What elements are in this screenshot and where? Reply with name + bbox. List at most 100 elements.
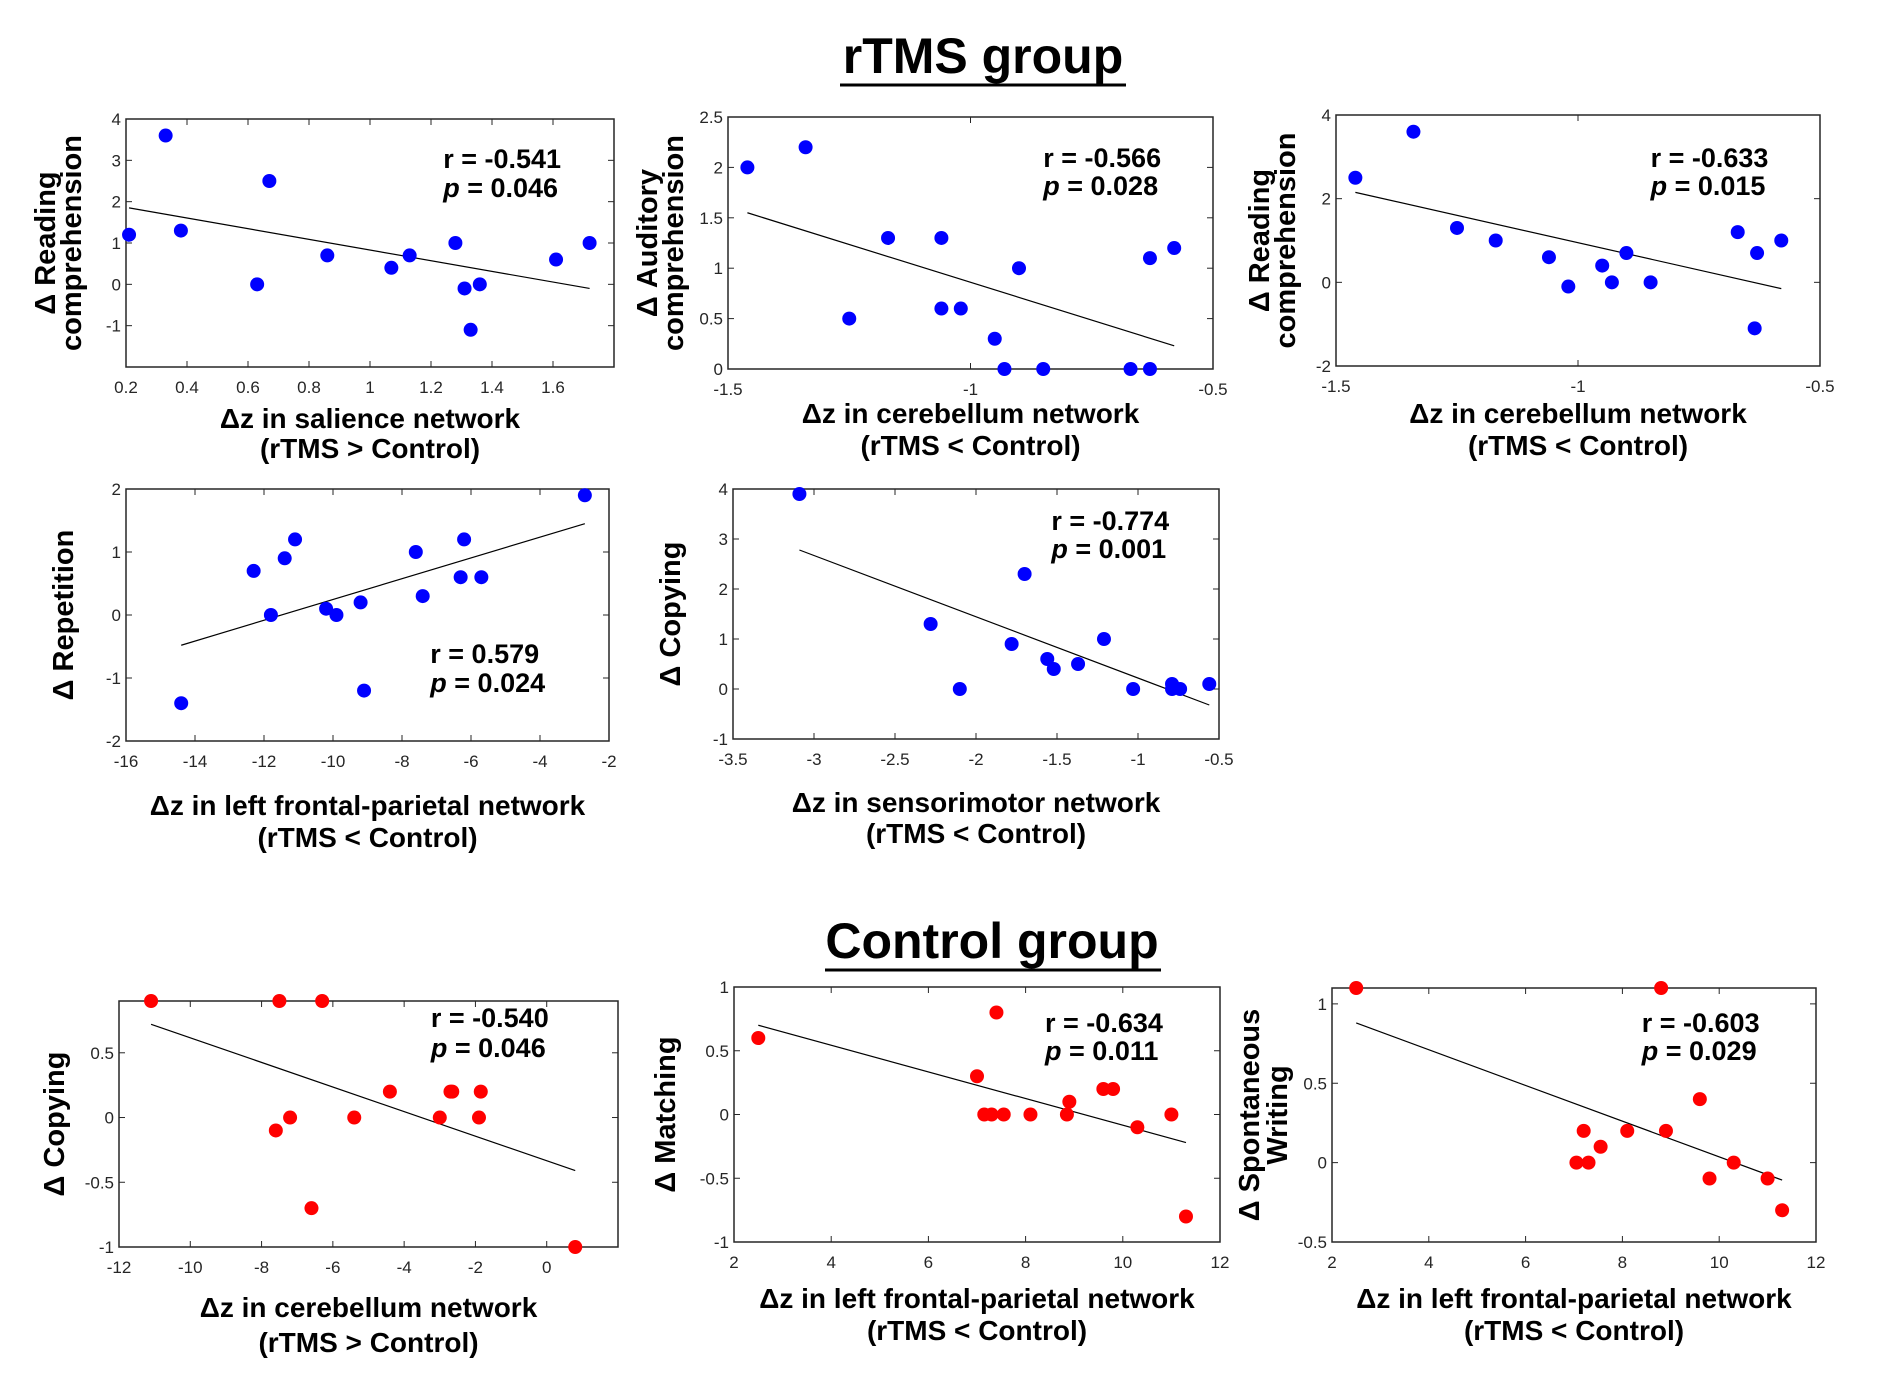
data-point [1774, 233, 1789, 248]
data-point [402, 248, 417, 263]
data-point [158, 128, 173, 143]
x-axis-label: (rTMS > Control) [260, 433, 480, 464]
x-tick-label: -2.5 [880, 750, 909, 769]
regression-line [799, 549, 1210, 706]
data-point [1619, 246, 1634, 261]
data-point [347, 1110, 362, 1125]
data-point [1173, 682, 1188, 696]
data-point [1106, 1082, 1121, 1096]
x-axis-label: Δz in left frontal-parietal network [1356, 1283, 1792, 1314]
y-tick-label: -0.5 [85, 1173, 114, 1192]
y-tick-label: 1 [112, 543, 121, 562]
p-value: p = 0.046 [442, 173, 558, 203]
p-value-number: = 0.001 [1068, 534, 1166, 564]
data-point [1349, 981, 1364, 995]
x-tick-label: 6 [924, 1253, 933, 1272]
r-value: r = -0.603 [1642, 1008, 1760, 1038]
data-point [357, 683, 372, 698]
p-symbol: p [442, 173, 460, 203]
data-point [448, 236, 463, 250]
y-tick-label: -0.5 [1298, 1233, 1327, 1252]
x-axis-label: Δz in left frontal-parietal network [150, 790, 586, 821]
data-point [1046, 662, 1061, 676]
data-point [568, 1240, 583, 1254]
y-tick-label: 1 [112, 234, 121, 253]
regression-line [150, 1023, 576, 1172]
y-tick-label: -0.5 [700, 1169, 729, 1188]
r-value: r = -0.634 [1045, 1008, 1163, 1038]
data-point [1142, 251, 1157, 266]
data-point [1096, 1082, 1111, 1096]
data-point [881, 230, 896, 245]
p-value: p = 0.011 [1044, 1036, 1158, 1066]
data-point [1604, 275, 1619, 290]
p-symbol: p [1050, 534, 1068, 564]
x-axis-label: Δz in cerebellum network [1409, 398, 1747, 429]
data-point [272, 994, 287, 1008]
x-tick-label: -4 [532, 752, 547, 771]
p-value-number: = 0.024 [447, 668, 545, 698]
p-value-number: = 0.046 [460, 173, 558, 203]
data-point [740, 160, 755, 175]
data-point [1450, 220, 1464, 235]
data-point [288, 532, 303, 547]
x-tick-label: -3 [806, 750, 821, 769]
x-tick-label: 4 [1424, 1253, 1433, 1272]
y-tick-label: 1 [714, 259, 723, 278]
data-point [1004, 637, 1019, 651]
x-tick-label: 1 [365, 378, 374, 397]
data-point [319, 601, 334, 616]
x-tick-label: 10 [1710, 1253, 1729, 1272]
x-axis-label: Δz in salience network [220, 403, 521, 434]
y-tick-label: -1 [99, 1238, 114, 1257]
x-axis-label: (rTMS < Control) [257, 822, 477, 853]
data-point [463, 322, 478, 337]
p-symbol: p [430, 1033, 448, 1063]
y-axis-label: comprehension [1270, 133, 1302, 349]
data-point [1747, 321, 1762, 336]
y-tick-label: -1 [106, 669, 121, 688]
data-point [1775, 1203, 1790, 1218]
data-point [329, 608, 344, 622]
y-tick-label: 0.5 [705, 1042, 729, 1061]
y-tick-label: 1 [1318, 995, 1327, 1014]
data-point [320, 248, 335, 263]
data-point [1178, 1209, 1193, 1224]
data-point [751, 1031, 766, 1045]
x-tick-label: -3.5 [718, 750, 747, 769]
r-value: r = -0.540 [431, 1003, 549, 1033]
x-tick-label: 8 [1618, 1253, 1627, 1272]
r-value: r = 0.579 [430, 639, 539, 669]
x-tick-label: 0.2 [114, 378, 138, 397]
p-value-number: = 0.029 [1658, 1036, 1756, 1066]
data-point [1654, 981, 1669, 995]
x-tick-label: 2 [729, 1253, 738, 1272]
data-point [122, 227, 137, 242]
data-point [1702, 1171, 1717, 1186]
data-point [283, 1110, 298, 1125]
y-tick-label: -2 [106, 732, 121, 751]
p-value: p = 0.046 [430, 1033, 546, 1063]
regression-line [1355, 1022, 1783, 1181]
y-tick-label: 0 [105, 1109, 114, 1128]
y-tick-label: 2 [719, 580, 728, 599]
regression-line [758, 1024, 1187, 1144]
x-tick-label: 6 [1521, 1253, 1530, 1272]
y-tick-label: 4 [1322, 106, 1331, 125]
data-point [1488, 233, 1503, 248]
x-axis-label: (rTMS < Control) [1468, 430, 1688, 461]
regression-line [128, 207, 590, 290]
data-point [246, 563, 261, 578]
x-tick-label: -0.5 [1204, 750, 1233, 769]
y-tick-label: 0 [112, 606, 121, 625]
x-tick-label: -0.5 [1198, 380, 1227, 399]
y-axis-label: comprehension [56, 135, 88, 351]
x-axis-label: (rTMS > Control) [258, 1327, 478, 1358]
y-axis-label: Δ Spontaneous [1234, 1009, 1266, 1222]
y-axis-label: Δ Reading [1244, 169, 1276, 312]
data-point [1130, 1120, 1145, 1135]
x-tick-label: 0.8 [297, 378, 321, 397]
x-axis-label: (rTMS < Control) [866, 818, 1086, 849]
